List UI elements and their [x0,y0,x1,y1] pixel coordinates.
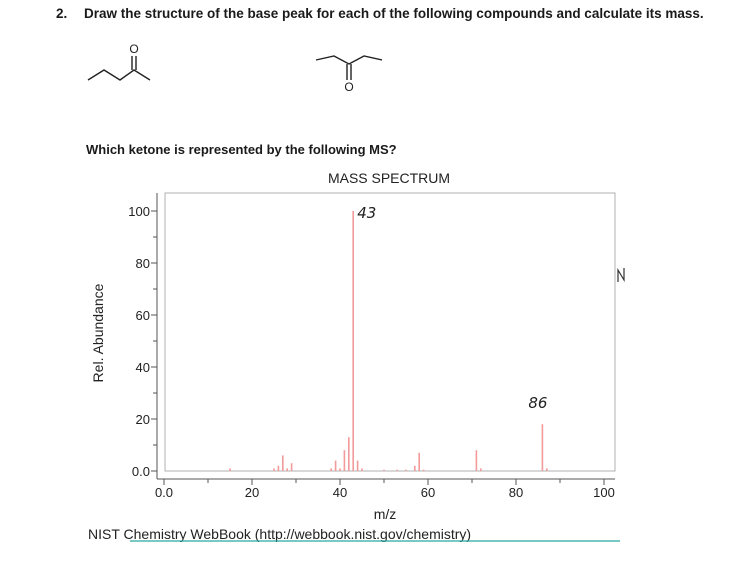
x-tick-label: 0.0 [155,485,173,500]
axis-ticks: 0.0 20 40 60 80 100 0.0 20 40 60 80 100 [128,204,615,500]
y-tick-label: 80 [136,256,150,271]
handwritten-annotations: 43 86 [357,204,547,412]
subquestion-text: Which ketone is represented by the follo… [86,142,397,157]
molecule-2-structure: O [315,55,383,94]
question-text: 2. Draw the structure of the base peak fo… [56,6,704,21]
molecule-1-oxygen-label: O [129,42,138,56]
question-body: Draw the structure of the base peak for … [84,6,704,21]
chart-title: MASS SPECTRUM [328,170,450,186]
peak-annotation-43: 43 [357,204,376,222]
source-caption: NIST Chemistry WebBook (http://webbook.n… [88,526,471,542]
question-number: 2. [56,6,68,21]
molecule-1-bonds [87,69,151,81]
y-tick-label: 60 [136,308,150,323]
x-tick-label: 40 [333,485,347,500]
y-tick-label: 40 [136,360,150,375]
y-tick-label: 0.0 [132,464,150,479]
molecule-1-structure: O [87,42,151,81]
peak-annotation-86: 86 [528,394,547,412]
plot-frame [164,192,616,472]
spectrum-peaks [229,211,548,471]
x-tick-label: 20 [245,485,259,500]
y-axis-label: Rel. Abundance [90,283,106,382]
x-tick-label: 100 [593,485,615,500]
handwritten-mark [617,267,625,283]
y-tick-label: 100 [128,204,150,219]
molecule-2-oxygen-label: O [344,80,353,94]
molecule-2-bonds [315,55,383,65]
x-tick-label: 60 [421,485,435,500]
x-tick-label: 80 [509,485,523,500]
x-axis-label: m/z [374,506,397,522]
y-tick-label: 20 [136,412,150,427]
